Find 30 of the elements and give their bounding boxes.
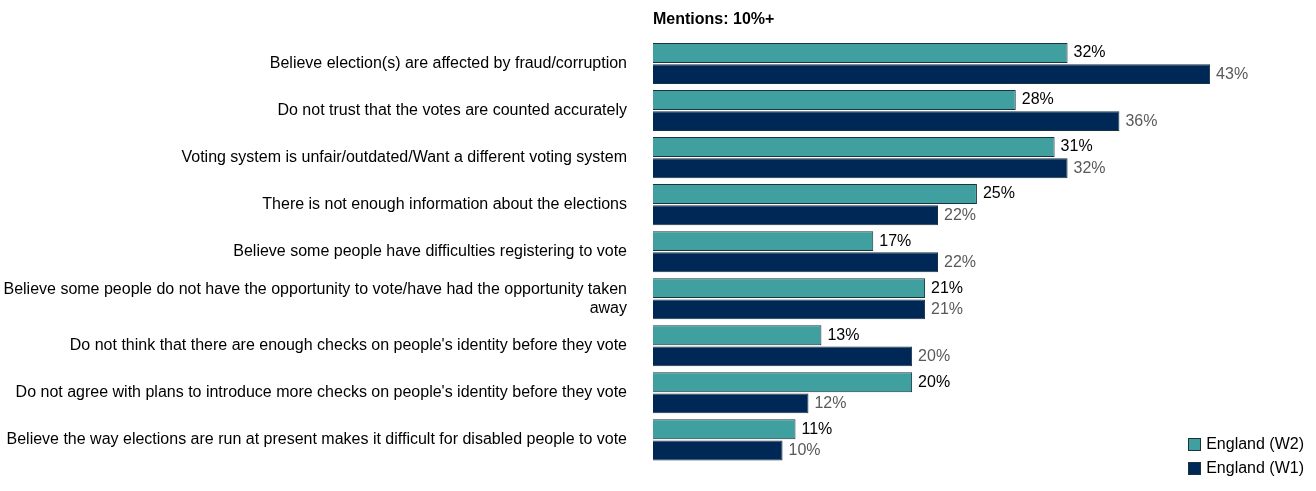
data-label: 20%	[918, 346, 951, 364]
data-label: 10%	[788, 440, 821, 458]
data-label: 11%	[801, 419, 833, 437]
data-label: 13%	[827, 325, 860, 343]
data-label: 36%	[1125, 111, 1158, 129]
y-tick-label: Believe some people have difficulties registering to vote	[233, 242, 628, 260]
data-label: 43%	[1216, 64, 1249, 82]
data-label: 25%	[982, 184, 1015, 202]
data-label: 31%	[1060, 137, 1093, 155]
y-tick-label: Believe the way elections are run at present makes it difficult for disabled people to vote	[6, 430, 628, 448]
y-tick-label: Do not think that there are enough checks on people's identity before they vote	[69, 336, 628, 354]
data-label: 32%	[1073, 158, 1106, 176]
data-label: 21%	[931, 278, 964, 296]
chart-title: Mentions: 10%+	[653, 10, 775, 27]
y-tick-label: Believe some people do not have the opportunity to vote/have had the opportunity taken away	[3, 279, 627, 316]
legend-label: England (W2)	[1206, 435, 1304, 453]
y-tick-label: Do not agree with plans to introduce more checks on people's identity before they vote	[15, 383, 628, 401]
legend-label: England (W1)	[1206, 459, 1304, 477]
data-label: 22%	[944, 252, 977, 270]
data-label: 12%	[814, 393, 847, 411]
data-label: 28%	[1021, 90, 1054, 108]
data-label: 22%	[944, 205, 977, 223]
y-tick-label: Believe election(s) are affected by fraud/corruption	[269, 53, 627, 71]
data-label: 20%	[918, 372, 951, 390]
y-tick-label: Voting system is unfair/outdated/Want a different voting system	[181, 148, 627, 166]
data-label: 17%	[879, 231, 912, 249]
y-tick-label: Do not trust that the votes are counted accurately	[277, 100, 627, 118]
y-tick-label: There is not enough information about the elections	[262, 195, 627, 213]
data-label: 21%	[931, 299, 964, 317]
data-label: 32%	[1073, 43, 1106, 61]
